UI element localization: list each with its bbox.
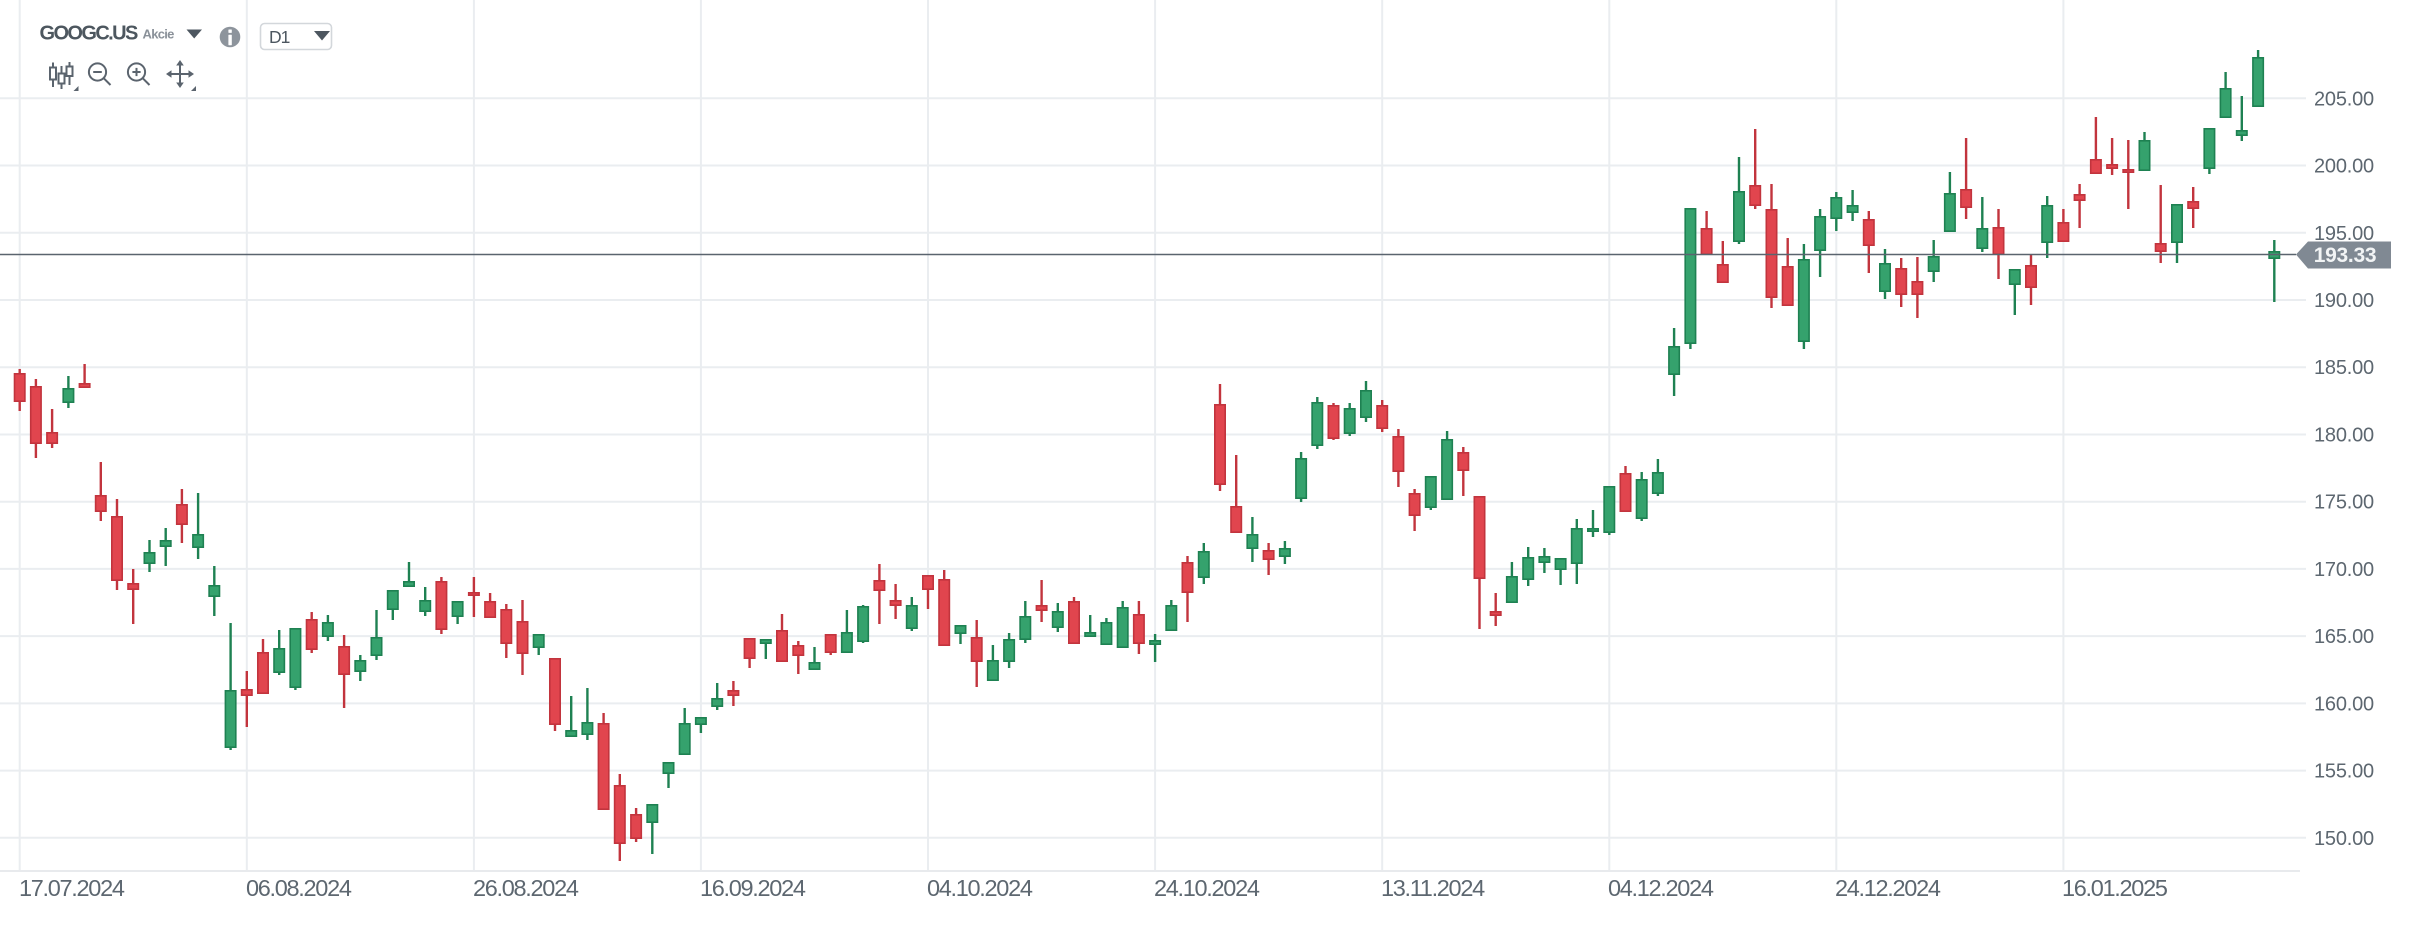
svg-text:185.00: 185.00 bbox=[2314, 357, 2374, 379]
svg-text:193.33: 193.33 bbox=[2314, 244, 2376, 267]
svg-text:24.12.2024: 24.12.2024 bbox=[1835, 875, 1941, 901]
svg-text:04.10.2024: 04.10.2024 bbox=[927, 875, 1033, 901]
svg-text:26.08.2024: 26.08.2024 bbox=[473, 875, 579, 901]
svg-text:D1: D1 bbox=[269, 27, 290, 47]
svg-text:24.10.2024: 24.10.2024 bbox=[1154, 875, 1260, 901]
svg-text:GOOGC.US: GOOGC.US bbox=[40, 23, 138, 45]
svg-text:04.12.2024: 04.12.2024 bbox=[1608, 875, 1714, 901]
svg-text:160.00: 160.00 bbox=[2314, 693, 2374, 715]
svg-text:17.07.2024: 17.07.2024 bbox=[19, 875, 125, 901]
svg-text:195.00: 195.00 bbox=[2314, 223, 2374, 245]
svg-text:150.00: 150.00 bbox=[2314, 828, 2374, 850]
svg-text:16.09.2024: 16.09.2024 bbox=[700, 875, 806, 901]
svg-text:170.00: 170.00 bbox=[2314, 559, 2374, 581]
svg-text:180.00: 180.00 bbox=[2314, 425, 2374, 447]
svg-text:165.00: 165.00 bbox=[2314, 626, 2374, 648]
svg-text:16.01.2025: 16.01.2025 bbox=[2062, 875, 2168, 901]
svg-text:13.11.2024: 13.11.2024 bbox=[1381, 875, 1485, 901]
svg-text:205.00: 205.00 bbox=[2314, 88, 2374, 110]
svg-text:155.00: 155.00 bbox=[2314, 761, 2374, 783]
svg-text:190.00: 190.00 bbox=[2314, 290, 2374, 312]
svg-text:200.00: 200.00 bbox=[2314, 156, 2374, 178]
svg-text:06.08.2024: 06.08.2024 bbox=[246, 875, 352, 901]
svg-text:Akcie: Akcie bbox=[143, 27, 175, 42]
svg-text:175.00: 175.00 bbox=[2314, 492, 2374, 514]
